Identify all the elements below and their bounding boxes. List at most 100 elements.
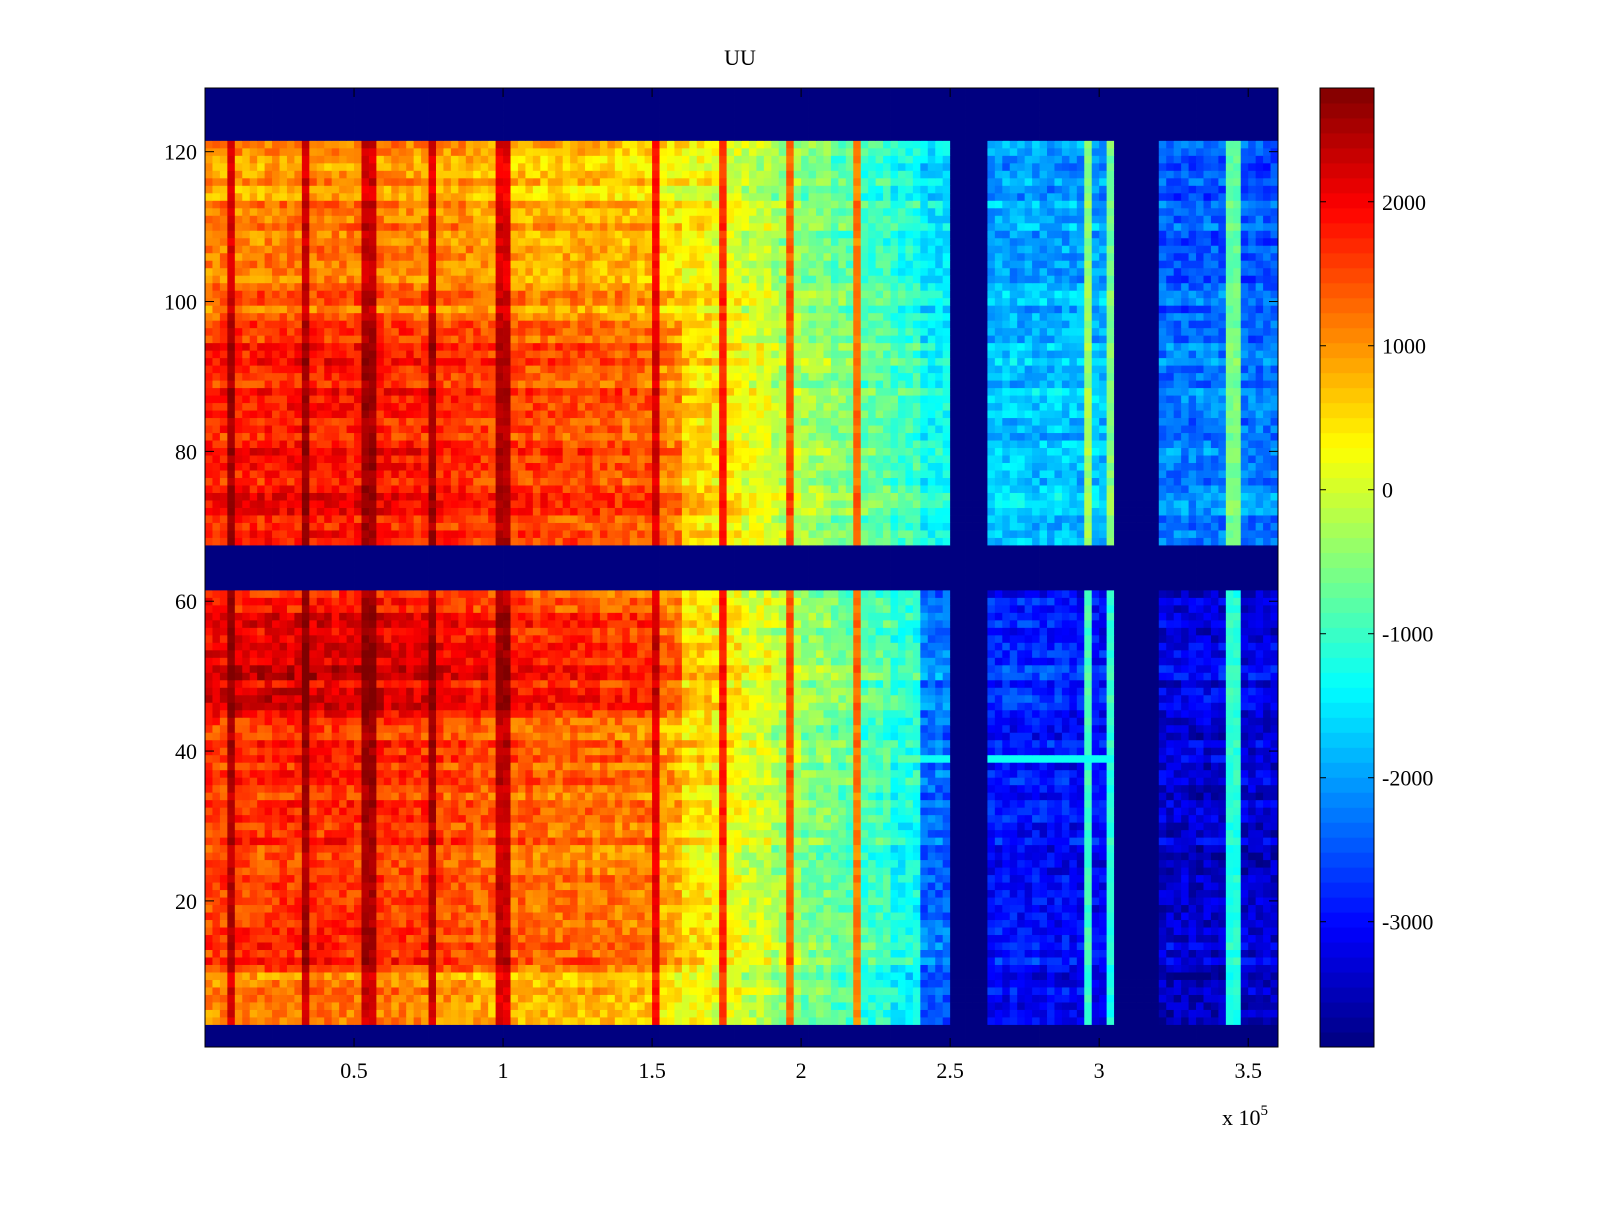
heatmap-cell xyxy=(875,919,884,928)
heatmap-cell xyxy=(905,822,914,831)
heatmap-cell xyxy=(711,859,720,868)
heatmap-cell xyxy=(704,972,713,980)
heatmap-cell xyxy=(540,1002,549,1010)
heatmap-cell xyxy=(503,1024,511,1033)
heatmap-cell xyxy=(786,919,795,928)
heatmap-cell xyxy=(756,822,765,831)
heatmap-cell xyxy=(816,979,824,988)
heatmap-cell xyxy=(391,1009,400,1018)
heatmap-cell xyxy=(644,799,653,808)
heatmap-cell xyxy=(711,919,720,928)
heatmap-cell xyxy=(1196,987,1204,995)
heatmap-cell xyxy=(1024,889,1033,898)
heatmap-cell xyxy=(644,837,653,846)
heatmap-cell xyxy=(1255,882,1264,891)
heatmap-cell xyxy=(883,1024,891,1033)
heatmap-cell xyxy=(1151,1039,1160,1048)
heatmap-cell xyxy=(1069,844,1078,853)
heatmap-cell xyxy=(1188,807,1197,816)
heatmap-cell xyxy=(763,1039,772,1048)
heatmap-cell xyxy=(957,852,966,861)
heatmap-cell xyxy=(450,979,459,988)
heatmap-cell xyxy=(786,987,795,995)
heatmap-cell xyxy=(234,904,243,913)
heatmap-cell xyxy=(517,844,526,853)
heatmap-cell xyxy=(1158,912,1167,921)
heatmap-cell xyxy=(1024,822,1033,831)
heatmap-cell xyxy=(406,1024,415,1033)
heatmap-cell xyxy=(488,942,496,950)
heatmap-cell xyxy=(368,994,377,1003)
heatmap-cell xyxy=(1114,837,1122,846)
heatmap-cell xyxy=(1002,919,1011,928)
heatmap-cell xyxy=(532,844,541,853)
heatmap-cell xyxy=(1061,1009,1070,1018)
heatmap-cell xyxy=(592,927,601,936)
heatmap-cell xyxy=(823,1032,832,1040)
heatmap-cell xyxy=(875,889,884,898)
heatmap-cell xyxy=(1099,964,1108,973)
heatmap-cell xyxy=(704,1039,713,1048)
heatmap-cell xyxy=(242,829,251,838)
heatmap-cell xyxy=(1151,852,1160,861)
heatmap-cell xyxy=(1181,972,1189,980)
heatmap-cell xyxy=(875,814,884,823)
heatmap-cell xyxy=(1240,1024,1249,1033)
heatmap-cell xyxy=(480,792,489,801)
heatmap-cell xyxy=(890,957,899,965)
heatmap-cell xyxy=(912,1017,921,1025)
heatmap-cell xyxy=(294,1039,303,1048)
heatmap-cell xyxy=(488,979,496,988)
heatmap-cell xyxy=(234,799,243,808)
heatmap-cell xyxy=(1069,897,1078,906)
heatmap-cell xyxy=(696,844,705,853)
heatmap-cell xyxy=(435,972,444,980)
heatmap-cell xyxy=(354,904,362,913)
heatmap-cell xyxy=(1076,792,1085,801)
heatmap-cell xyxy=(435,987,444,995)
heatmap-cell xyxy=(324,844,333,853)
heatmap-cell xyxy=(1047,807,1055,816)
heatmap-cell xyxy=(570,874,578,883)
heatmap-cell xyxy=(354,889,362,898)
heatmap-cell xyxy=(860,1009,869,1018)
heatmap-cell xyxy=(525,1039,534,1048)
heatmap-cell xyxy=(398,844,407,853)
heatmap-cell xyxy=(696,972,705,980)
heatmap-cell xyxy=(383,934,392,943)
heatmap-cell xyxy=(264,1017,273,1025)
heatmap-cell xyxy=(711,807,720,816)
heatmap-cell xyxy=(1061,912,1070,921)
heatmap-cell xyxy=(652,994,660,1003)
heatmap-cell xyxy=(212,1002,221,1010)
heatmap-cell xyxy=(868,837,877,846)
heatmap-cell xyxy=(629,1024,638,1033)
heatmap-cell xyxy=(927,792,936,801)
heatmap-cell xyxy=(428,927,437,936)
heatmap-cell xyxy=(681,949,690,958)
heatmap-cell xyxy=(510,859,519,868)
heatmap-cell xyxy=(763,897,772,906)
heatmap-cell xyxy=(1076,852,1085,861)
heatmap-cell xyxy=(212,957,221,965)
heatmap-cell xyxy=(823,882,832,891)
heatmap-cell xyxy=(607,942,616,950)
heatmap-cell xyxy=(778,822,787,831)
heatmap-cell xyxy=(897,987,906,995)
heatmap-cell xyxy=(965,934,973,943)
heatmap-cell xyxy=(331,829,340,838)
heatmap-cell xyxy=(1017,837,1026,846)
heatmap-cell xyxy=(1017,942,1026,950)
heatmap-cell xyxy=(465,987,474,995)
heatmap-cell xyxy=(786,904,795,913)
heatmap-cell xyxy=(458,814,467,823)
heatmap-cell xyxy=(734,904,742,913)
heatmap-cell xyxy=(801,889,809,898)
heatmap-cell xyxy=(763,1009,772,1018)
heatmap-cell xyxy=(540,934,549,943)
heatmap-cell xyxy=(644,972,653,980)
heatmap-cell xyxy=(912,972,921,980)
heatmap-cell xyxy=(741,822,750,831)
heatmap-cell xyxy=(1173,867,1182,876)
heatmap-cell xyxy=(421,799,429,808)
